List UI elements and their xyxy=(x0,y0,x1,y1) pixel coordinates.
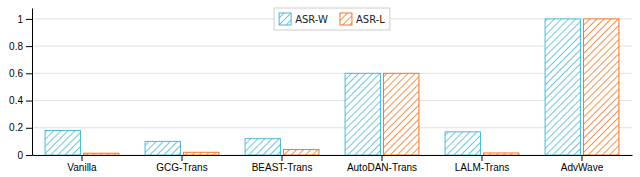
y-tick-mark xyxy=(26,101,32,102)
bar-series xyxy=(45,19,580,155)
bar-series xyxy=(84,19,619,155)
bar xyxy=(584,19,619,155)
grid xyxy=(32,19,632,155)
legend-swatch xyxy=(340,13,352,25)
y-tick: 0.4 xyxy=(9,95,32,106)
legend-box xyxy=(274,8,390,30)
y-tick-label: 0 xyxy=(17,150,23,161)
bar xyxy=(45,131,80,156)
bars xyxy=(45,19,619,155)
grid-line xyxy=(32,127,632,128)
x-tick: BEAST-Trans xyxy=(252,155,313,173)
x-axis-line xyxy=(33,155,633,156)
x-tick: LALM-Trans xyxy=(455,155,510,173)
x-tick-label: Vanilla xyxy=(67,162,97,173)
x-tick-label: GCG-Trans xyxy=(156,162,207,173)
y-tick-label: 0.6 xyxy=(9,68,23,79)
y-tick-label: 1 xyxy=(17,14,23,25)
y-tick-mark xyxy=(26,73,32,74)
grid-line xyxy=(32,100,632,101)
y-tick-mark xyxy=(26,46,32,47)
x-axis: Vanilla GCG-Trans BEAST-Trans AutoDAN-Trans… xyxy=(33,155,633,173)
y-tick: 0.6 xyxy=(9,68,32,79)
y-tick-mark xyxy=(26,155,32,156)
x-tick-mark xyxy=(582,155,583,161)
legend-label: ASR-L xyxy=(356,14,385,25)
chart: 0 0.2 0.4 0.6 0.8 1 Vanilla GCG-Trans BEAST-Tran… xyxy=(0,0,640,177)
x-tick: Vanilla xyxy=(67,155,97,173)
x-tick: GCG-Trans xyxy=(156,155,207,173)
x-tick-label: AutoDAN-Trans xyxy=(347,162,417,173)
bar xyxy=(445,132,480,155)
x-tick: AdvWave xyxy=(561,155,604,173)
x-tick-mark xyxy=(382,155,383,161)
legend: ASR-W ASR-L xyxy=(274,8,390,30)
x-tick: AutoDAN-Trans xyxy=(347,155,417,173)
x-tick-mark xyxy=(282,155,283,161)
grid-line xyxy=(32,73,632,74)
y-tick: 0.8 xyxy=(9,41,32,52)
y-tick: 0 xyxy=(17,150,32,161)
x-tick-label: BEAST-Trans xyxy=(252,162,313,173)
y-tick: 0.2 xyxy=(9,122,32,133)
y-tick-mark xyxy=(26,128,32,129)
bar xyxy=(284,150,319,155)
bar xyxy=(545,19,580,155)
y-tick-mark xyxy=(26,19,32,20)
legend-label: ASR-W xyxy=(295,14,328,25)
x-tick-mark xyxy=(482,155,483,161)
bar xyxy=(484,153,519,155)
bar xyxy=(245,139,280,155)
x-tick-label: LALM-Trans xyxy=(455,162,510,173)
bar xyxy=(184,152,219,155)
bar xyxy=(145,141,180,155)
x-tick-mark xyxy=(82,155,83,161)
y-axis: 0 0.2 0.4 0.6 0.8 1 xyxy=(9,9,32,161)
x-tick-label: AdvWave xyxy=(561,162,604,173)
legend-swatch xyxy=(279,13,291,25)
y-tick-label: 0.4 xyxy=(9,95,23,106)
bar xyxy=(384,73,419,155)
bar xyxy=(345,73,380,155)
y-tick-label: 0.8 xyxy=(9,41,23,52)
bar xyxy=(84,153,119,155)
y-axis-line xyxy=(32,9,33,156)
y-tick-label: 0.2 xyxy=(9,122,23,133)
grid-line xyxy=(32,155,632,156)
grid-line xyxy=(32,46,632,47)
x-tick-mark xyxy=(182,155,183,161)
y-tick: 1 xyxy=(17,14,32,25)
